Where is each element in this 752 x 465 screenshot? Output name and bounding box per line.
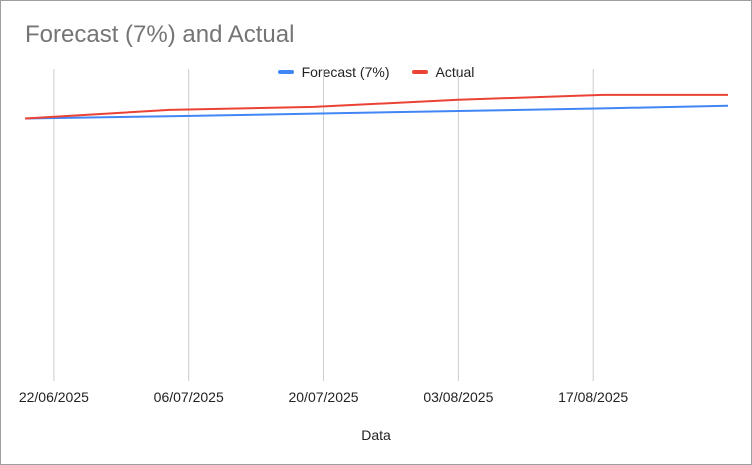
x-tick-label: 06/07/2025 <box>154 389 224 405</box>
series-lines <box>24 93 729 120</box>
legend-swatch-actual <box>411 70 428 74</box>
x-tick-labels: 22/06/2025 06/07/2025 20/07/2025 03/08/2025… <box>19 389 629 405</box>
series-line-actual[interactable] <box>24 93 728 120</box>
legend-item-actual[interactable]: Actual <box>411 64 475 80</box>
chart-title: Forecast (7%) and Actual <box>25 21 295 48</box>
x-tick-label: 17/08/2025 <box>558 389 628 405</box>
legend-swatch-forecast <box>277 70 294 74</box>
x-axis-label: Data <box>361 427 391 443</box>
series-line-forecast[interactable] <box>24 104 729 120</box>
x-tick-label: 20/07/2025 <box>288 389 358 405</box>
grid-lines <box>53 69 594 381</box>
x-tick-label: 22/06/2025 <box>19 389 89 405</box>
legend-label-actual: Actual <box>435 64 475 80</box>
x-tick-label: 03/08/2025 <box>423 389 493 405</box>
